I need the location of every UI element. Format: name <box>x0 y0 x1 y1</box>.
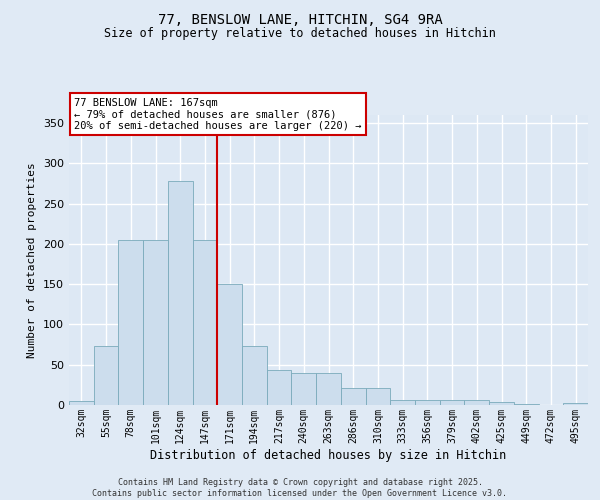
Bar <box>94 346 118 405</box>
Bar <box>341 388 365 405</box>
Bar <box>415 400 440 405</box>
Text: 77 BENSLOW LANE: 167sqm
← 79% of detached houses are smaller (876)
20% of semi-d: 77 BENSLOW LANE: 167sqm ← 79% of detache… <box>74 98 362 131</box>
Bar <box>316 373 341 405</box>
Bar <box>267 370 292 405</box>
Bar <box>390 400 415 405</box>
Bar <box>440 400 464 405</box>
Bar <box>292 373 316 405</box>
Text: Contains HM Land Registry data © Crown copyright and database right 2025.
Contai: Contains HM Land Registry data © Crown c… <box>92 478 508 498</box>
Bar <box>168 181 193 405</box>
Text: 77, BENSLOW LANE, HITCHIN, SG4 9RA: 77, BENSLOW LANE, HITCHIN, SG4 9RA <box>158 12 442 26</box>
Y-axis label: Number of detached properties: Number of detached properties <box>28 162 37 358</box>
Bar <box>365 388 390 405</box>
Bar <box>143 240 168 405</box>
Bar <box>489 402 514 405</box>
X-axis label: Distribution of detached houses by size in Hitchin: Distribution of detached houses by size … <box>151 448 506 462</box>
Bar <box>118 240 143 405</box>
Bar <box>464 400 489 405</box>
Bar <box>514 404 539 405</box>
Bar <box>69 401 94 405</box>
Text: Size of property relative to detached houses in Hitchin: Size of property relative to detached ho… <box>104 28 496 40</box>
Bar <box>193 240 217 405</box>
Bar <box>242 346 267 405</box>
Bar <box>217 284 242 405</box>
Bar <box>563 404 588 405</box>
